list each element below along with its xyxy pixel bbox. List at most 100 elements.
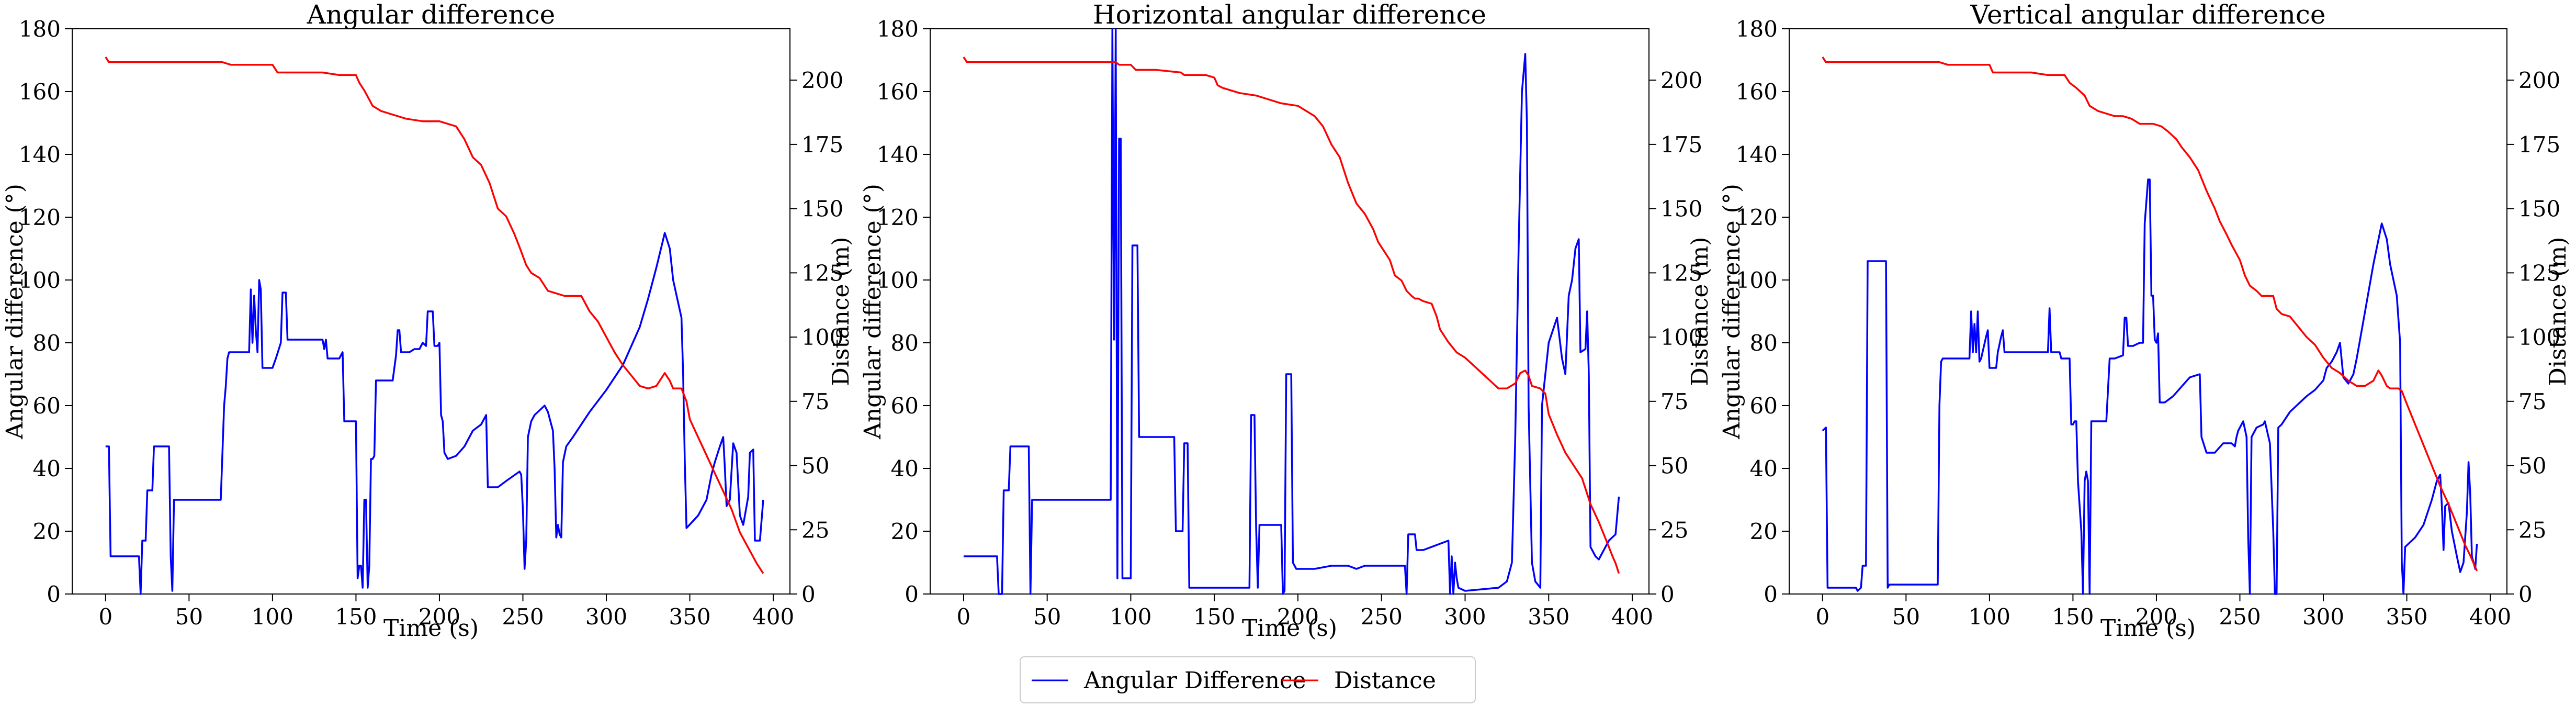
y-tick-label: 120 — [19, 205, 61, 230]
x-tick-label: 400 — [752, 604, 794, 630]
y-tick-label: 20 — [33, 519, 61, 544]
chart-title: Vertical angular difference — [1970, 0, 2325, 30]
plot-area-frame — [930, 28, 1649, 595]
x-tick-label: 150 — [1193, 604, 1235, 630]
y-tick-label: 80 — [1750, 330, 1778, 356]
y2-tick-label: 50 — [1660, 453, 1688, 479]
y2-tick-label: 125 — [1660, 260, 1702, 286]
series-line-distance — [1822, 57, 2478, 571]
y-tick-label: 60 — [1750, 393, 1778, 419]
x-tick-label: 150 — [335, 604, 377, 630]
y2-tick-label: 25 — [2518, 517, 2546, 543]
x-tick-label: 100 — [1110, 604, 1151, 630]
x-tick-label: 250 — [1361, 604, 1403, 630]
y2-tick-label: 25 — [801, 517, 829, 543]
y2-tick-label: 100 — [801, 324, 843, 350]
y-axis-label: Angular difference (°) — [1719, 184, 1745, 440]
y-axis-label: Angular difference (°) — [860, 184, 886, 440]
x-tick-label: 50 — [1033, 604, 1061, 630]
x-tick-label: 300 — [2302, 604, 2344, 630]
x-tick-label: 50 — [175, 604, 203, 630]
legend-label-distance: Distance — [1334, 667, 1436, 694]
y-tick-label: 160 — [877, 79, 919, 105]
y2-tick-label: 150 — [2518, 196, 2560, 222]
y-tick-label: 120 — [1736, 205, 1778, 230]
x-tick-label: 0 — [957, 604, 971, 630]
x-tick-label: 100 — [1969, 604, 2010, 630]
x-tick-label: 200 — [2136, 604, 2177, 630]
y2-tick-label: 175 — [801, 132, 843, 158]
y-tick-label: 160 — [1736, 79, 1778, 105]
y-tick-label: 60 — [33, 393, 61, 419]
y-axis-label: Angular difference (°) — [2, 184, 28, 440]
x-tick-label: 0 — [1815, 604, 1829, 630]
chart-title: Horizontal angular difference — [1093, 0, 1486, 30]
y2-axis-label: Distance (m) — [828, 237, 854, 386]
x-tick-label: 300 — [1444, 604, 1486, 630]
y2-tick-label: 200 — [2518, 68, 2560, 93]
y-tick-label: 40 — [891, 456, 919, 481]
panel-horizontal-angular-difference: Horizontal angular difference Time (s) A… — [860, 0, 1713, 642]
y-tick-label: 140 — [1736, 142, 1778, 167]
y2-axis-label: Distance (m) — [1687, 237, 1713, 386]
y-tick-label: 140 — [19, 142, 61, 167]
y2-tick-label: 200 — [801, 68, 843, 93]
y-tick-label: 40 — [33, 456, 61, 481]
legend: Angular Difference Distance — [1020, 656, 1476, 703]
y2-tick-label: 75 — [2518, 389, 2546, 414]
y-tick-label: 100 — [1736, 267, 1778, 293]
series-line-angular-difference — [963, 28, 1620, 595]
y-tick-label: 0 — [1764, 581, 1778, 607]
y2-tick-label: 100 — [2518, 324, 2560, 350]
x-tick-label: 250 — [2219, 604, 2261, 630]
y2-tick-label: 125 — [2518, 260, 2560, 286]
y2-tick-label: 175 — [2518, 132, 2560, 158]
y2-tick-label: 200 — [1660, 68, 1702, 93]
plot-area-frame — [72, 28, 790, 595]
x-tick-label: 400 — [1611, 604, 1653, 630]
x-tick-label: 400 — [2469, 604, 2511, 630]
y2-tick-label: 125 — [801, 260, 843, 286]
x-tick-label: 200 — [1277, 604, 1319, 630]
y2-tick-label: 0 — [801, 581, 816, 607]
plot-area-frame — [1789, 28, 2507, 595]
y2-tick-label: 175 — [1660, 132, 1702, 158]
panel-angular-difference: Angular difference Time (s) Angular diff… — [2, 0, 854, 642]
x-tick-label: 250 — [502, 604, 544, 630]
x-tick-label: 0 — [98, 604, 112, 630]
y2-axis-label: Distance (m) — [2545, 237, 2571, 386]
x-tick-label: 300 — [585, 604, 627, 630]
y2-tick-label: 0 — [1660, 581, 1675, 607]
y-tick-label: 80 — [891, 330, 919, 356]
y-tick-label: 180 — [877, 16, 919, 42]
y2-tick-label: 50 — [2518, 453, 2546, 479]
x-axis-label: Time (s) — [1242, 615, 1337, 642]
y2-tick-label: 25 — [1660, 517, 1688, 543]
y2-tick-label: 100 — [1660, 324, 1702, 350]
x-axis-label: Time (s) — [2100, 615, 2196, 642]
y-tick-label: 120 — [877, 205, 919, 230]
x-tick-label: 350 — [1528, 604, 1569, 630]
legend-label-angular-difference: Angular Difference — [1083, 667, 1306, 694]
series-line-distance — [105, 57, 764, 574]
y2-tick-label: 75 — [1660, 389, 1688, 414]
y-tick-label: 160 — [19, 79, 61, 105]
y2-tick-label: 0 — [2518, 581, 2533, 607]
x-tick-label: 200 — [419, 604, 460, 630]
y-tick-label: 140 — [877, 142, 919, 167]
y2-tick-label: 50 — [801, 453, 829, 479]
x-tick-label: 350 — [2386, 604, 2427, 630]
series-line-angular-difference — [1822, 178, 2478, 595]
y-tick-label: 80 — [33, 330, 61, 356]
x-tick-label: 100 — [252, 604, 293, 630]
y2-tick-label: 150 — [1660, 196, 1702, 222]
chart-title: Angular difference — [307, 0, 556, 30]
y-tick-label: 0 — [47, 581, 61, 607]
legend-frame — [1020, 656, 1476, 703]
y-tick-label: 180 — [1736, 16, 1778, 42]
y-tick-label: 0 — [905, 581, 919, 607]
y2-tick-label: 150 — [801, 196, 843, 222]
series-line-distance — [963, 57, 1620, 574]
y-tick-label: 180 — [19, 16, 61, 42]
